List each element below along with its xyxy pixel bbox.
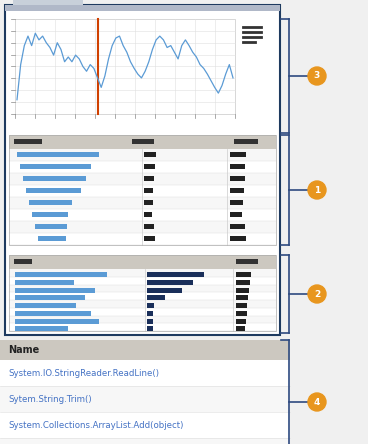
FancyBboxPatch shape <box>230 224 245 229</box>
FancyBboxPatch shape <box>23 176 86 181</box>
FancyBboxPatch shape <box>9 292 276 300</box>
FancyBboxPatch shape <box>236 311 247 316</box>
Text: 2: 2 <box>314 289 320 298</box>
FancyBboxPatch shape <box>13 0 83 7</box>
FancyBboxPatch shape <box>9 308 276 316</box>
FancyBboxPatch shape <box>9 135 276 149</box>
FancyBboxPatch shape <box>14 259 32 264</box>
Text: 4: 4 <box>314 397 320 407</box>
FancyBboxPatch shape <box>0 412 290 438</box>
FancyBboxPatch shape <box>5 5 280 335</box>
FancyBboxPatch shape <box>15 288 95 293</box>
FancyBboxPatch shape <box>9 161 276 173</box>
FancyBboxPatch shape <box>0 360 290 386</box>
FancyBboxPatch shape <box>26 188 81 193</box>
FancyBboxPatch shape <box>234 139 258 144</box>
FancyBboxPatch shape <box>147 318 153 324</box>
FancyBboxPatch shape <box>20 164 91 169</box>
FancyBboxPatch shape <box>230 176 245 181</box>
FancyBboxPatch shape <box>15 311 91 316</box>
FancyBboxPatch shape <box>236 288 249 293</box>
FancyBboxPatch shape <box>132 139 154 144</box>
FancyBboxPatch shape <box>236 318 246 324</box>
FancyBboxPatch shape <box>230 188 244 193</box>
FancyBboxPatch shape <box>29 200 72 205</box>
FancyBboxPatch shape <box>9 173 276 185</box>
FancyBboxPatch shape <box>9 316 276 323</box>
FancyBboxPatch shape <box>32 212 68 217</box>
FancyBboxPatch shape <box>15 272 107 277</box>
FancyBboxPatch shape <box>144 236 155 241</box>
FancyBboxPatch shape <box>144 224 154 229</box>
FancyBboxPatch shape <box>147 288 182 293</box>
FancyBboxPatch shape <box>9 209 276 221</box>
FancyBboxPatch shape <box>147 311 153 316</box>
FancyBboxPatch shape <box>9 277 276 285</box>
FancyBboxPatch shape <box>9 149 276 161</box>
Circle shape <box>308 67 326 85</box>
FancyBboxPatch shape <box>236 280 250 285</box>
FancyBboxPatch shape <box>17 152 99 157</box>
FancyBboxPatch shape <box>0 386 290 412</box>
FancyBboxPatch shape <box>9 221 276 233</box>
FancyBboxPatch shape <box>230 236 246 241</box>
FancyBboxPatch shape <box>144 164 155 169</box>
FancyBboxPatch shape <box>236 259 258 264</box>
FancyBboxPatch shape <box>236 272 251 277</box>
FancyBboxPatch shape <box>147 295 165 300</box>
FancyBboxPatch shape <box>0 438 290 444</box>
FancyBboxPatch shape <box>35 224 67 229</box>
FancyBboxPatch shape <box>5 5 280 11</box>
FancyBboxPatch shape <box>38 236 66 241</box>
FancyBboxPatch shape <box>144 152 156 157</box>
FancyBboxPatch shape <box>9 197 276 209</box>
Text: System.IO.StringReader.ReadLine(): System.IO.StringReader.ReadLine() <box>8 369 159 377</box>
FancyBboxPatch shape <box>147 280 193 285</box>
FancyBboxPatch shape <box>147 272 204 277</box>
FancyBboxPatch shape <box>9 255 276 269</box>
FancyBboxPatch shape <box>15 326 68 331</box>
FancyBboxPatch shape <box>144 212 152 217</box>
FancyBboxPatch shape <box>236 295 248 300</box>
FancyBboxPatch shape <box>230 200 243 205</box>
FancyBboxPatch shape <box>14 139 42 144</box>
Text: Name: Name <box>8 345 39 355</box>
FancyBboxPatch shape <box>144 176 154 181</box>
FancyBboxPatch shape <box>147 326 153 331</box>
Text: Sytem.String.Trim(): Sytem.String.Trim() <box>8 395 92 404</box>
Circle shape <box>308 181 326 199</box>
FancyBboxPatch shape <box>147 303 154 308</box>
FancyBboxPatch shape <box>9 233 276 245</box>
FancyBboxPatch shape <box>9 285 276 292</box>
FancyBboxPatch shape <box>15 295 85 300</box>
FancyBboxPatch shape <box>144 188 153 193</box>
FancyBboxPatch shape <box>15 280 74 285</box>
Text: System.Collections.ArrayList.Add(object): System.Collections.ArrayList.Add(object) <box>8 420 183 429</box>
FancyBboxPatch shape <box>15 303 76 308</box>
FancyBboxPatch shape <box>0 340 290 360</box>
FancyBboxPatch shape <box>9 185 276 197</box>
Text: 3: 3 <box>314 71 320 80</box>
FancyBboxPatch shape <box>230 212 242 217</box>
Circle shape <box>308 393 326 411</box>
FancyBboxPatch shape <box>236 303 247 308</box>
FancyBboxPatch shape <box>144 200 153 205</box>
FancyBboxPatch shape <box>9 323 276 331</box>
Text: 1: 1 <box>314 186 320 194</box>
FancyBboxPatch shape <box>15 318 99 324</box>
FancyBboxPatch shape <box>230 164 245 169</box>
FancyBboxPatch shape <box>15 19 235 114</box>
FancyBboxPatch shape <box>230 152 246 157</box>
FancyBboxPatch shape <box>9 300 276 308</box>
FancyBboxPatch shape <box>9 269 276 277</box>
Circle shape <box>308 285 326 303</box>
FancyBboxPatch shape <box>236 326 245 331</box>
